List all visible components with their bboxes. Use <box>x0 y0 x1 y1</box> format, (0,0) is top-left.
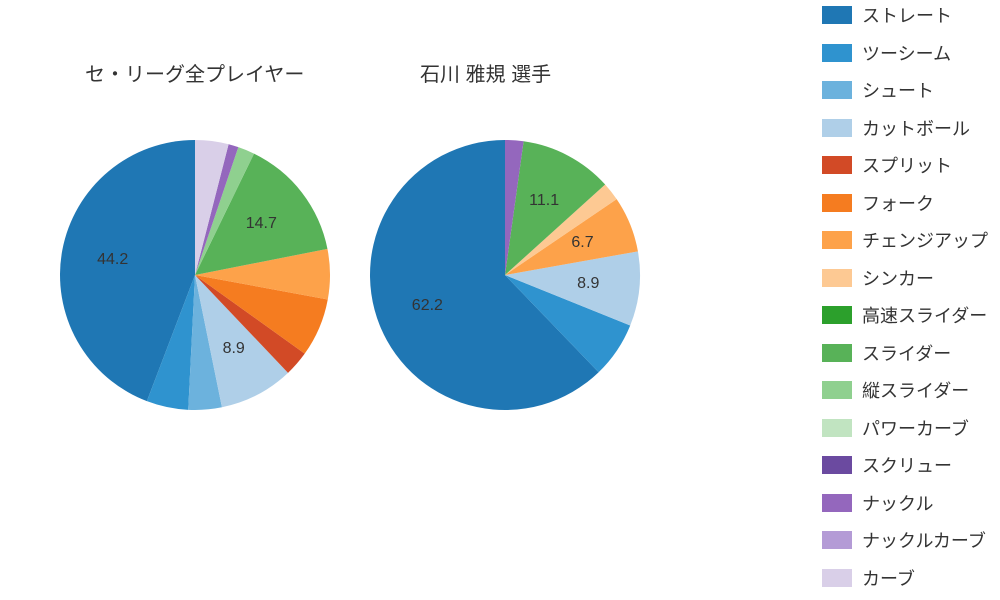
legend-label-screw: スクリュー <box>862 452 952 478</box>
legend-swatch-two_seam <box>822 44 852 62</box>
legend-item-straight: ストレート <box>822 2 988 28</box>
legend-swatch-fork <box>822 194 852 212</box>
legend-item-curve: カーブ <box>822 565 988 591</box>
legend-label-fast_slider: 高速スライダー <box>862 302 987 328</box>
legend-item-changeup: チェンジアップ <box>822 227 988 253</box>
legend-swatch-cutball <box>822 119 852 137</box>
legend-item-knuckle: ナックル <box>822 490 988 516</box>
chart-stage: セ・リーグ全プレイヤー44.28.914.7石川 雅規 選手62.28.96.7… <box>0 0 1000 600</box>
legend-item-cutball: カットボール <box>822 115 988 141</box>
legend-item-shoot: シュート <box>822 77 988 103</box>
pie-chart-league <box>58 138 332 412</box>
legend-swatch-screw <box>822 456 852 474</box>
legend-label-knuckle: ナックル <box>862 490 933 516</box>
legend-item-v_slider: 縦スライダー <box>822 377 988 403</box>
legend-label-sinker: シンカー <box>862 265 934 291</box>
pie-chart-player <box>368 138 642 412</box>
legend-label-straight: ストレート <box>862 2 952 28</box>
legend-item-fast_slider: 高速スライダー <box>822 302 988 328</box>
legend-swatch-knuckle_curve <box>822 531 852 549</box>
legend-label-slider: スライダー <box>862 340 951 366</box>
legend-item-knuckle_curve: ナックルカーブ <box>822 527 988 553</box>
legend-swatch-fast_slider <box>822 306 852 324</box>
legend-item-split: スプリット <box>822 152 988 178</box>
legend-swatch-slider <box>822 344 852 362</box>
legend-label-shoot: シュート <box>862 77 934 103</box>
legend-label-cutball: カットボール <box>862 115 970 141</box>
legend-swatch-straight <box>822 6 852 24</box>
legend-label-power_curve: パワーカーブ <box>862 415 969 441</box>
chart-title-league: セ・リーグ全プレイヤー <box>85 58 304 87</box>
legend-swatch-curve <box>822 569 852 587</box>
legend-label-knuckle_curve: ナックルカーブ <box>862 527 986 553</box>
legend-label-changeup: チェンジアップ <box>862 227 988 253</box>
legend-item-two_seam: ツーシーム <box>822 40 988 66</box>
legend-swatch-changeup <box>822 231 852 249</box>
legend-swatch-v_slider <box>822 381 852 399</box>
legend-label-fork: フォーク <box>862 190 934 216</box>
legend-label-curve: カーブ <box>862 565 915 591</box>
legend-swatch-split <box>822 156 852 174</box>
legend-swatch-knuckle <box>822 494 852 512</box>
legend-swatch-shoot <box>822 81 852 99</box>
legend-item-slider: スライダー <box>822 340 988 366</box>
legend-swatch-power_curve <box>822 419 852 437</box>
legend-item-screw: スクリュー <box>822 452 988 478</box>
legend-item-sinker: シンカー <box>822 265 988 291</box>
legend-item-fork: フォーク <box>822 190 988 216</box>
legend-swatch-sinker <box>822 269 852 287</box>
chart-title-player: 石川 雅規 選手 <box>420 58 551 87</box>
legend-label-split: スプリット <box>862 152 952 178</box>
legend: ストレートツーシームシュートカットボールスプリットフォークチェンジアップシンカー… <box>822 2 988 600</box>
legend-item-power_curve: パワーカーブ <box>822 415 988 441</box>
legend-label-two_seam: ツーシーム <box>862 40 951 66</box>
legend-label-v_slider: 縦スライダー <box>862 377 969 403</box>
